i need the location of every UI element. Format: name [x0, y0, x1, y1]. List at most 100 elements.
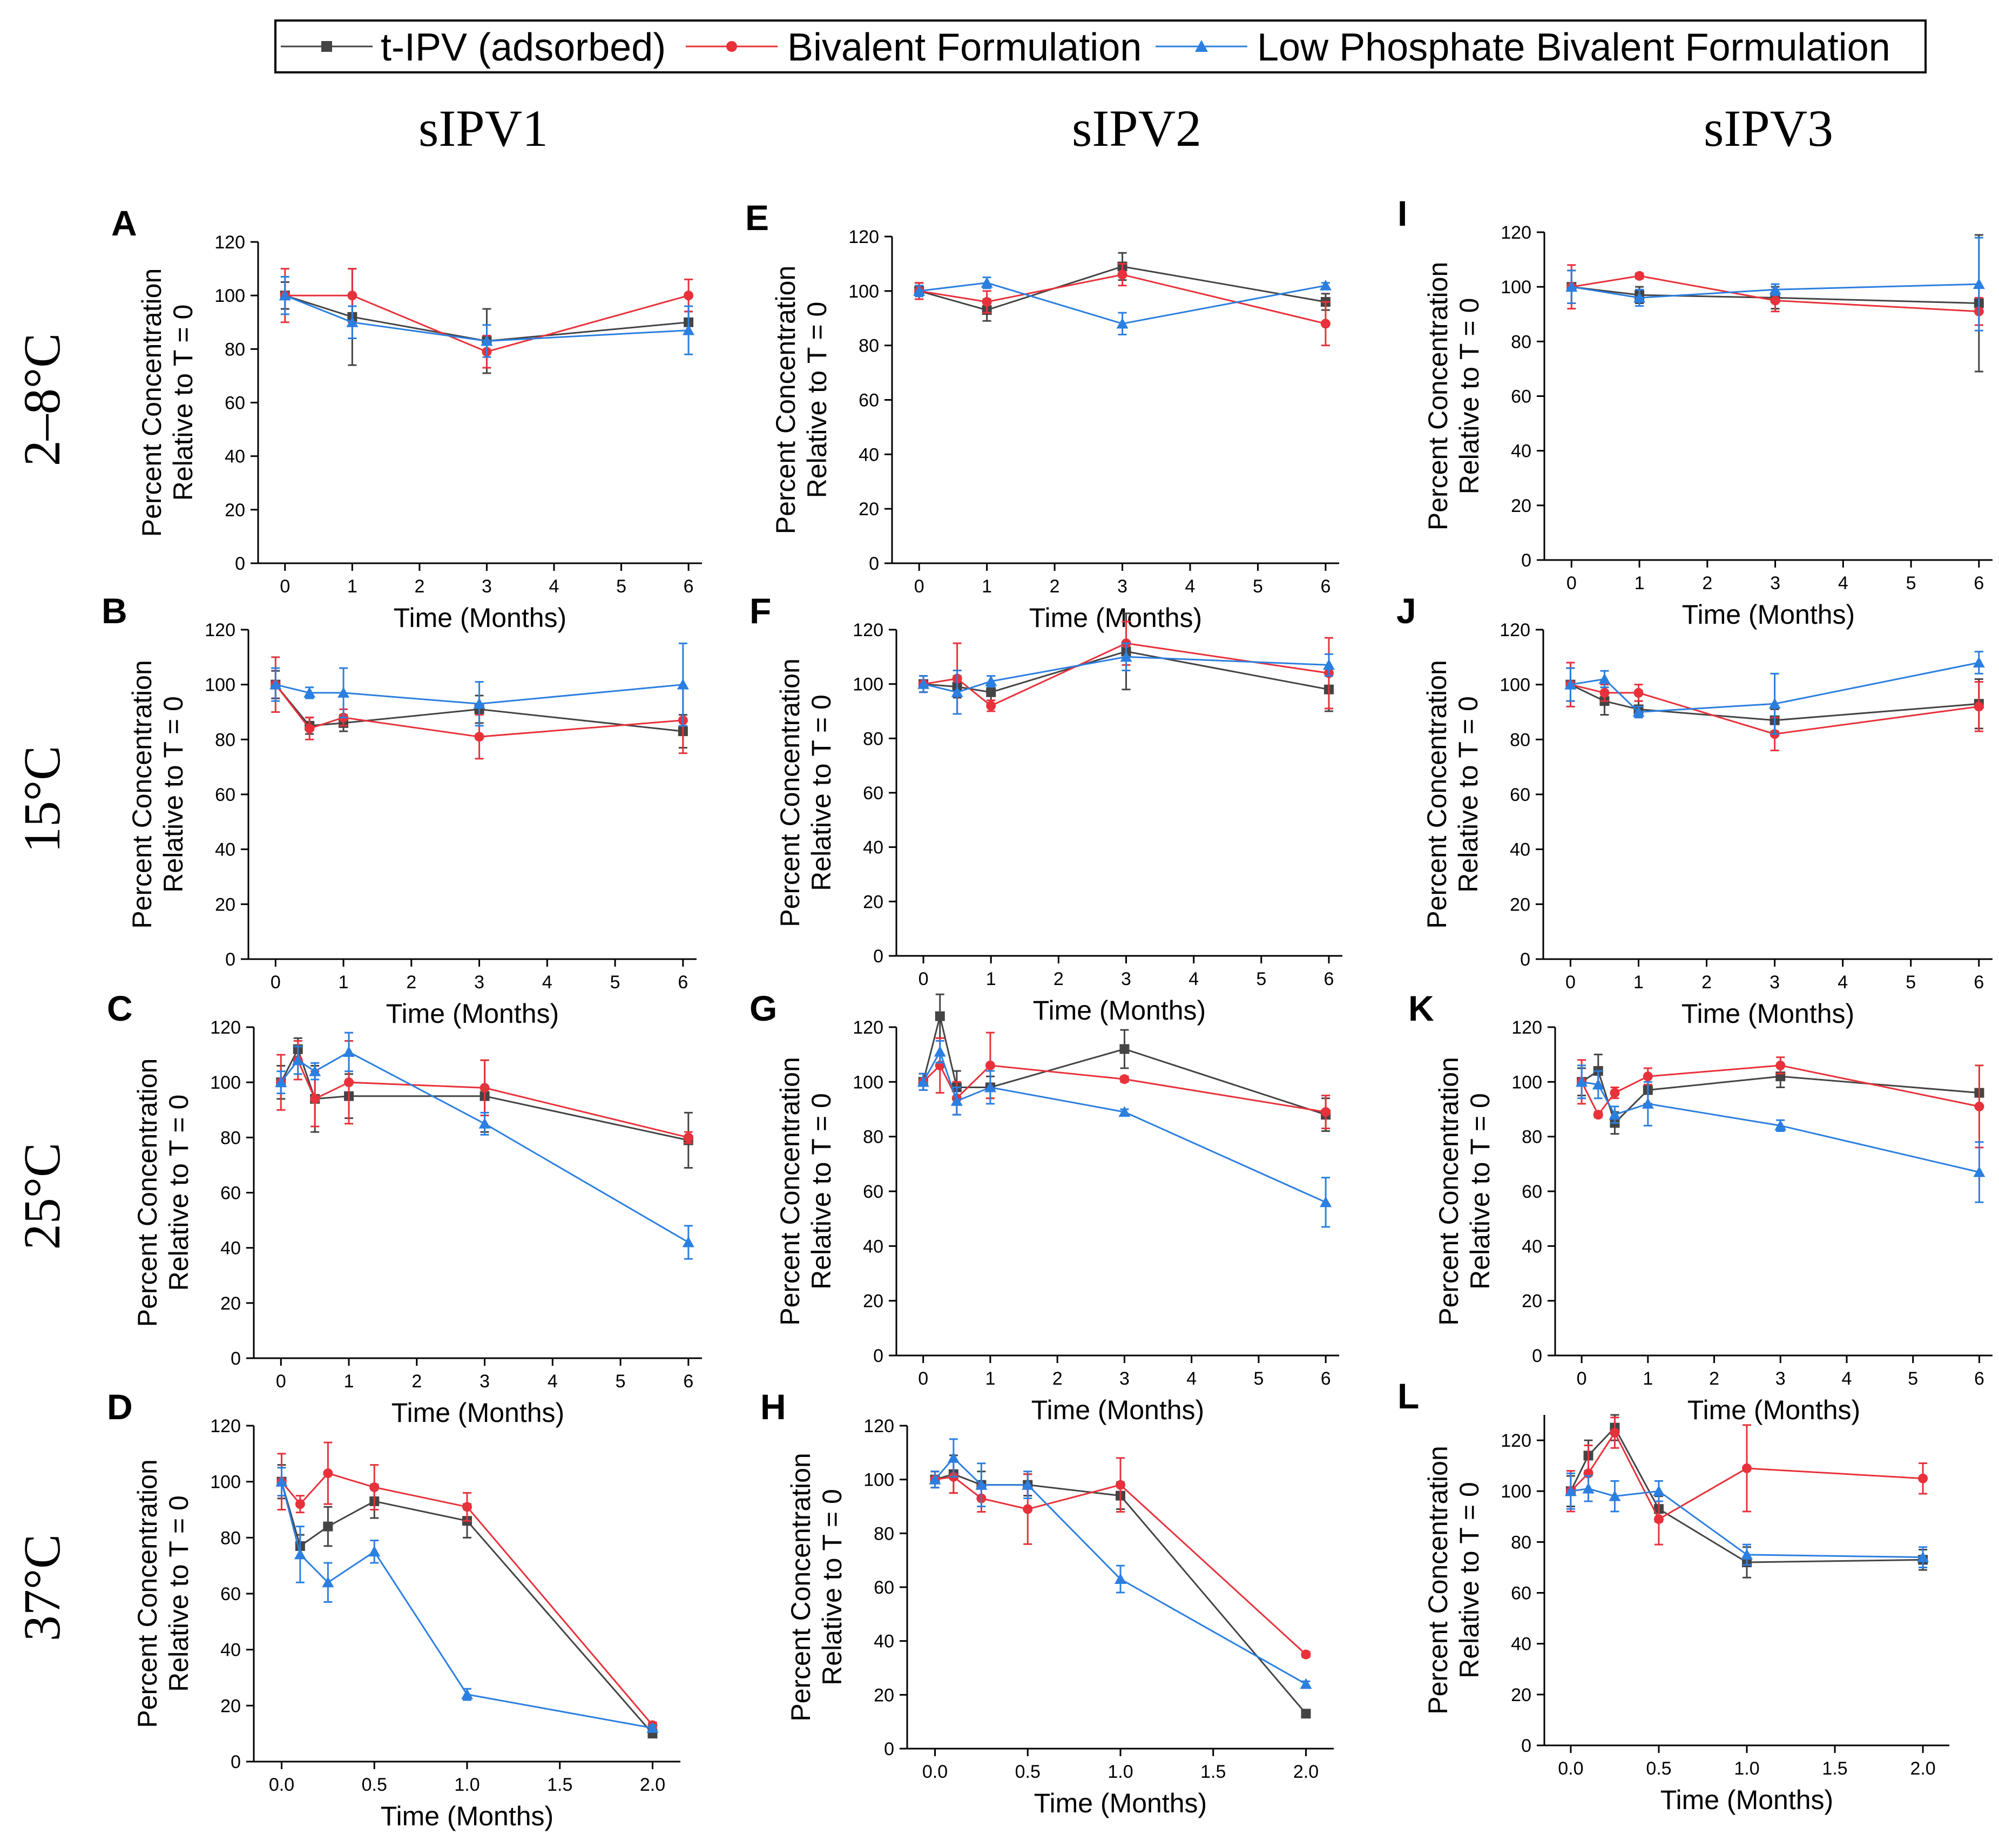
- data-point-low-phosphate-bivalent-formulation: [1741, 1548, 1753, 1560]
- x-axis-label: Time (Months): [1029, 603, 1202, 633]
- data-point-low-phosphate-bivalent-formulation: [950, 1095, 963, 1106]
- y-tick-label: 60: [215, 785, 235, 805]
- y-tick-label: 80: [1511, 1532, 1531, 1553]
- x-tick-label: 3: [1775, 1368, 1786, 1389]
- y-tick-label: 40: [215, 840, 235, 860]
- y-tick-label: 60: [863, 1182, 883, 1202]
- y-tick-label: 40: [225, 447, 245, 467]
- y-tick-label: 40: [863, 1236, 883, 1257]
- x-axis-label: Time (Months): [1033, 995, 1206, 1026]
- y-tick-label: 0: [235, 554, 245, 574]
- y-tick-label: 40: [863, 838, 883, 858]
- x-tick-label: 1.5: [1200, 1762, 1226, 1782]
- data-point-low-phosphate-bivalent-formulation: [1632, 706, 1645, 717]
- y-tick-label: 0: [225, 949, 235, 970]
- y-axis-label-line1: Percent Concentration: [1434, 1057, 1464, 1326]
- panel-letter-k: K: [1408, 988, 1434, 1028]
- x-tick-label: 2: [1701, 972, 1712, 993]
- x-tick-label: 5: [610, 972, 620, 993]
- series-line-t-ipv-adsorbed: [285, 294, 689, 342]
- x-tick-label: 5: [616, 576, 626, 597]
- panel-letter-j: J: [1396, 591, 1416, 631]
- data-point-bivalent-formulation: [347, 291, 357, 301]
- series-line-t-ipv-adsorbed: [280, 1047, 689, 1141]
- x-tick-label: 3: [1770, 972, 1780, 993]
- data-point-bivalent-formulation: [1023, 1504, 1033, 1514]
- panel-f: F 0 20 40 60 80 100 120 0 1 2 3 4 5 6 Time (Months) Perc…: [749, 591, 1342, 1026]
- y-tick-label: 120: [210, 1416, 241, 1436]
- data-point-low-phosphate-bivalent-formulation: [461, 1688, 473, 1699]
- y-axis-label-line1: Percent Concentration: [132, 1058, 163, 1327]
- x-tick-label: 0: [280, 576, 290, 597]
- column-title-sipv2: sIPV2: [1072, 99, 1201, 157]
- series-line-t-ipv-adsorbed: [922, 1016, 1326, 1116]
- panel-letter-f: F: [749, 591, 771, 631]
- y-axis-label-line1: Percent Concentration: [1423, 262, 1453, 531]
- panel-i: I 0 20 40 60 80 100 120 0 1 2 3 4 5 6 Time (Months) Perc…: [1397, 193, 1993, 630]
- panel-e: E 0 20 40 60 80 100 120 0 1 2 3 4 5 6 Time (Months) Perc…: [745, 198, 1339, 633]
- data-point-low-phosphate-bivalent-formulation: [337, 686, 350, 698]
- x-tick-label: 0.5: [1015, 1762, 1041, 1782]
- data-point-bivalent-formulation: [985, 1060, 995, 1070]
- y-tick-label: 60: [1510, 785, 1530, 805]
- legend-marker-bivalent: [726, 41, 737, 52]
- y-tick-label: 0: [884, 1739, 894, 1759]
- y-tick-label: 100: [853, 1072, 883, 1092]
- data-point-low-phosphate-bivalent-formulation: [1973, 278, 1985, 289]
- x-tick-label: 2: [1050, 576, 1060, 597]
- y-tick-label: 60: [220, 1183, 241, 1204]
- x-tick-label: 0.5: [1646, 1758, 1671, 1779]
- data-point-bivalent-formulation: [1633, 687, 1644, 698]
- x-tick-label: 1.0: [1107, 1762, 1133, 1782]
- x-tick-label: 1: [339, 972, 349, 993]
- data-point-low-phosphate-bivalent-formulation: [917, 1076, 929, 1087]
- data-point-low-phosphate-bivalent-formulation: [1973, 1166, 1986, 1177]
- data-point-low-phosphate-bivalent-formulation: [322, 1576, 334, 1588]
- y-tick-label: 120: [1501, 222, 1531, 243]
- x-tick-label: 2: [411, 1371, 422, 1392]
- y-axis-label-line2: Relative to T = 0: [158, 696, 188, 893]
- data-point-bivalent-formulation: [323, 1468, 333, 1479]
- y-axis-label-line2: Relative to T = 0: [802, 302, 832, 498]
- y-tick-label: 40: [220, 1238, 241, 1259]
- y-tick-label: 20: [225, 500, 245, 521]
- data-point-low-phosphate-bivalent-formulation: [1774, 1119, 1787, 1131]
- data-point-bivalent-formulation: [1742, 1463, 1752, 1473]
- column-title-sipv3: sIPV3: [1704, 99, 1833, 157]
- y-tick-label: 0: [231, 1752, 241, 1772]
- y-axis-label-line1: Percent Concentration: [127, 660, 157, 929]
- y-tick-label: 20: [1510, 894, 1530, 915]
- y-axis-label-line1: Percent Concentration: [771, 266, 801, 535]
- x-tick-label: 4: [549, 576, 559, 597]
- x-axis-label: Time (Months): [1682, 599, 1855, 630]
- data-point-low-phosphate-bivalent-formulation: [1576, 1076, 1588, 1087]
- y-axis-label-line2: Relative to T = 0: [806, 694, 836, 891]
- y-tick-label: 80: [220, 1528, 241, 1548]
- y-tick-label: 80: [863, 729, 883, 749]
- x-tick-label: 3: [482, 576, 492, 597]
- x-tick-label: 1: [344, 1371, 354, 1392]
- y-axis-label-line2: Relative to T = 0: [168, 305, 198, 501]
- x-tick-label: 1: [985, 1368, 995, 1389]
- panel-letter-d: D: [107, 1387, 133, 1427]
- data-point-low-phosphate-bivalent-formulation: [1115, 1573, 1126, 1584]
- data-point-bivalent-formulation: [310, 1094, 320, 1104]
- y-tick-label: 60: [225, 393, 245, 414]
- data-point-low-phosphate-bivalent-formulation: [1319, 279, 1332, 291]
- y-tick-label: 0: [1520, 949, 1530, 970]
- y-tick-label: 20: [1511, 1685, 1531, 1705]
- y-tick-label: 40: [1510, 840, 1530, 860]
- data-point-low-phosphate-bivalent-formulation: [917, 678, 930, 689]
- y-tick-label: 0: [1521, 1736, 1531, 1756]
- data-point-low-phosphate-bivalent-formulation: [1116, 318, 1129, 329]
- data-point-low-phosphate-bivalent-formulation: [1768, 698, 1781, 709]
- legend-item-tipv: t-IPV (adsorbed): [281, 26, 666, 69]
- row-title-37c: 37°C: [13, 1534, 71, 1641]
- y-tick-label: 0: [1532, 1346, 1542, 1366]
- x-tick-label: 2: [1053, 969, 1064, 989]
- x-tick-label: 6: [1321, 1368, 1331, 1389]
- y-tick-label: 120: [1501, 1431, 1531, 1451]
- series-line-low-phosphate-bivalent-formulation: [1571, 283, 1979, 299]
- data-point-bivalent-formulation: [295, 1499, 305, 1509]
- legend-item-low-phosphate: Low Phosphate Bivalent Formulation: [1156, 26, 1890, 69]
